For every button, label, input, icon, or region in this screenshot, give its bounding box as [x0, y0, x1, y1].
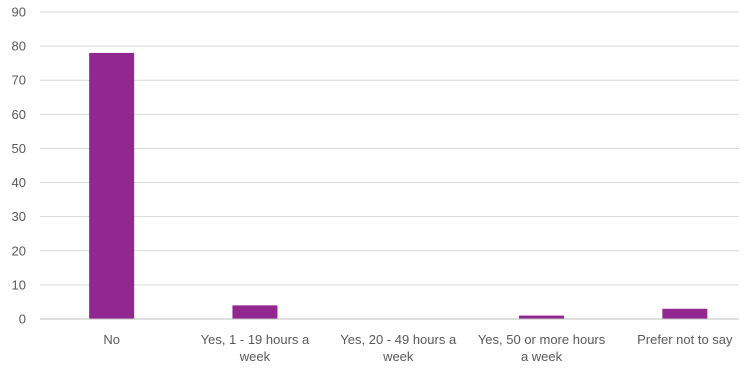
y-tick-label: 70 [12, 73, 26, 88]
gridlines [40, 11, 739, 286]
x-category-label: No [103, 332, 120, 347]
bar [662, 308, 708, 319]
y-axis-tick-labels: 0 10 20 30 40 50 60 70 80 90 [12, 5, 26, 327]
bars [89, 52, 708, 319]
bar [232, 305, 278, 319]
y-tick-label: 60 [12, 107, 26, 122]
x-axis-category-labels: No Yes, 1 - 19 hours a week Yes, 20 - 49 ho… [103, 332, 733, 364]
x-category-label: Prefer not to say [637, 332, 733, 347]
x-category-label: Yes, 1 - 19 hours a week [201, 332, 310, 364]
y-tick-label: 80 [12, 39, 26, 54]
y-tick-label: 40 [12, 175, 26, 190]
x-category-label: Yes, 20 - 49 hours a week [340, 332, 457, 364]
y-tick-label: 0 [19, 312, 26, 327]
bar [519, 315, 565, 319]
y-tick-label: 90 [12, 5, 26, 20]
y-tick-label: 20 [12, 243, 26, 258]
bar [89, 52, 135, 319]
y-tick-label: 30 [12, 209, 26, 224]
y-tick-label: 10 [12, 277, 26, 292]
y-tick-label: 50 [12, 141, 26, 156]
x-category-label: Yes, 50 or more hours a week [478, 332, 606, 364]
